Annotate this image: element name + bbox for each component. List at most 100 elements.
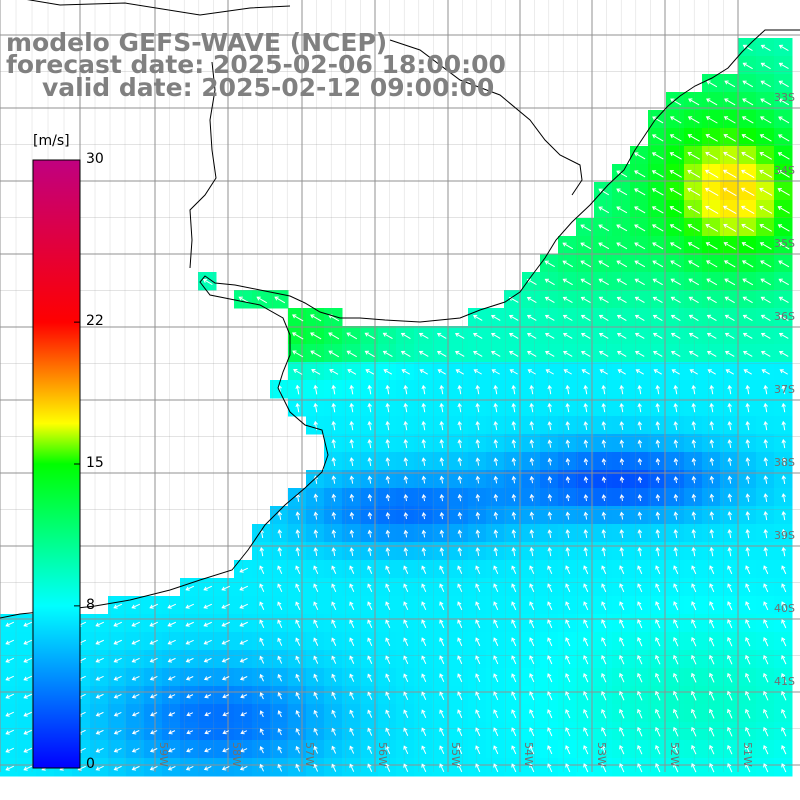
wind-arrow [741, 242, 754, 250]
wind-speed-cell [522, 416, 541, 435]
wind-speed-cell [216, 650, 235, 669]
wind-arrow [635, 369, 644, 375]
wind-arrow [439, 745, 445, 755]
wind-arrow [565, 691, 571, 701]
wind-arrow [277, 511, 283, 520]
wind-arrow [580, 296, 591, 304]
wind-arrow [331, 619, 337, 629]
wind-speed-cell [360, 434, 379, 453]
wind-speed-cell [648, 398, 667, 417]
wind-speed-cell [144, 758, 163, 777]
wind-arrow [759, 242, 772, 250]
wind-arrow [687, 116, 700, 124]
wind-arrow [239, 567, 249, 573]
wind-speed-cell [126, 686, 145, 705]
wind-arrow [637, 690, 643, 701]
wind-arrow [655, 421, 661, 431]
wind-speed-cell [666, 524, 685, 543]
wind-speed-cell [126, 596, 145, 615]
wind-speed-cell [108, 596, 127, 615]
wind-arrow [727, 420, 733, 431]
wind-speed-cell [504, 452, 523, 471]
wind-speed-cell [774, 434, 793, 453]
wind-arrow [547, 601, 553, 611]
wind-arrow [23, 639, 33, 645]
wind-arrow [601, 529, 607, 539]
wind-arrow [637, 654, 643, 665]
wind-arrow [547, 619, 553, 629]
wind-arrow [616, 206, 628, 214]
wind-arrow [529, 763, 535, 773]
wind-speed-cell [774, 416, 793, 435]
wind-arrow [583, 745, 589, 755]
wind-arrow [491, 369, 500, 375]
wind-arrow [331, 438, 337, 449]
wind-arrow [403, 420, 408, 431]
wind-arrow [475, 439, 481, 449]
wind-speed-cell [288, 380, 307, 399]
wind-arrow [291, 332, 304, 340]
wind-speed-cell [666, 416, 685, 435]
wind-arrow [382, 332, 393, 340]
wind-arrow [745, 493, 751, 502]
wind-arrow [113, 657, 122, 663]
wind-arrow [651, 206, 664, 214]
wind-arrow [385, 583, 391, 593]
wind-arrow [655, 511, 661, 520]
wind-arrow [544, 260, 555, 268]
wind-arrow [259, 619, 265, 628]
wind-arrow [240, 748, 248, 753]
wind-arrow [239, 585, 249, 591]
wind-arrow [292, 350, 304, 358]
wind-arrow [385, 691, 391, 700]
wind-speed-cell [450, 416, 469, 435]
wind-arrow [349, 655, 355, 664]
wind-arrow [709, 402, 714, 413]
wind-arrow [778, 80, 789, 88]
wind-arrow [565, 565, 571, 575]
wind-arrow [295, 619, 301, 629]
wind-arrow [763, 475, 769, 484]
wind-arrow [457, 727, 463, 737]
wind-arrow [274, 296, 286, 304]
wind-speed-cell [558, 524, 577, 543]
wind-speed-cell [414, 470, 433, 489]
wind-speed-cell [144, 686, 163, 705]
wind-arrow [421, 439, 427, 449]
wind-speed-cell [162, 668, 181, 687]
wind-arrow [580, 224, 592, 232]
wind-arrow [203, 585, 213, 591]
wind-arrow [508, 314, 519, 321]
wind-arrow [763, 439, 769, 449]
wind-arrow [511, 583, 517, 593]
wind-speed-cell [702, 380, 721, 399]
wind-speed-cell [558, 398, 577, 417]
wind-arrow [727, 528, 733, 539]
wind-arrow [439, 511, 445, 520]
wind-arrow [670, 350, 681, 357]
wind-arrow [705, 260, 718, 268]
wind-speed-cell [630, 380, 649, 399]
wind-arrow [655, 637, 661, 647]
border-path [26, 0, 291, 16]
wind-arrow [781, 510, 787, 521]
wind-speed-cell [306, 380, 325, 399]
wind-speed-cell [198, 614, 217, 633]
wind-arrow [113, 747, 122, 753]
wind-arrow [724, 332, 735, 339]
wind-arrow [601, 384, 606, 395]
wind-arrow [150, 712, 158, 717]
wind-arrow [349, 745, 355, 754]
wind-arrow [547, 727, 553, 737]
wind-speed-cell [0, 614, 19, 633]
wind-speed-cell [612, 524, 631, 543]
wind-speed-cell [486, 416, 505, 435]
wind-speed-cell [774, 524, 793, 543]
wind-arrow [295, 691, 300, 700]
wind-arrow [475, 745, 481, 755]
wind-arrow [421, 637, 427, 647]
wind-arrow [239, 766, 248, 771]
wind-arrow [759, 224, 773, 232]
longitude-labels: 59W 58W 57W 56W 55W 54W 53W 52W 51W [157, 742, 754, 767]
wind-arrow [511, 673, 517, 683]
